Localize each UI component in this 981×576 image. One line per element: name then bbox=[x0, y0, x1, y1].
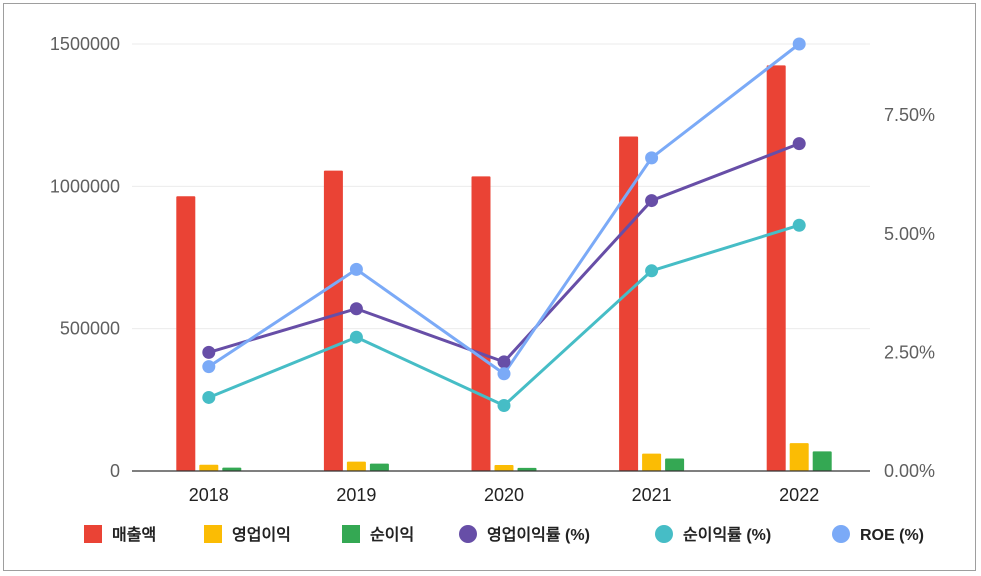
series-point bbox=[349, 302, 363, 316]
left-axis-ticks: 0 500000 1000000 1500000 bbox=[50, 34, 120, 481]
bar bbox=[323, 170, 343, 471]
series-point bbox=[645, 151, 659, 165]
bar-series bbox=[176, 65, 832, 471]
series-point bbox=[645, 264, 659, 278]
line-series bbox=[202, 37, 806, 413]
series-point bbox=[349, 262, 363, 276]
series-point bbox=[792, 137, 806, 151]
legend-label: ROE (%) bbox=[860, 527, 924, 544]
x-axis-ticks: 2018 2019 2020 2021 2022 bbox=[189, 485, 819, 505]
legend-label: 순이익 bbox=[370, 525, 414, 544]
series-point bbox=[349, 330, 363, 344]
series-point bbox=[202, 390, 216, 404]
bar bbox=[369, 463, 389, 471]
series-point bbox=[202, 345, 216, 359]
right-tick-label: 7.50% bbox=[884, 105, 935, 125]
bar bbox=[471, 176, 491, 471]
left-tick-label: 1500000 bbox=[50, 34, 120, 54]
right-axis-ticks: 0.00% 2.50% 5.00% 7.50% bbox=[884, 105, 935, 481]
right-tick-label: 2.50% bbox=[884, 342, 935, 362]
gridlines bbox=[132, 43, 870, 330]
legend-label: 순이익률 (%) bbox=[683, 525, 771, 544]
bar bbox=[766, 65, 786, 471]
x-tick-label: 2022 bbox=[779, 485, 819, 505]
left-tick-label: 1000000 bbox=[50, 176, 120, 196]
bar bbox=[619, 136, 639, 471]
bar bbox=[517, 467, 537, 471]
x-tick-label: 2021 bbox=[632, 485, 672, 505]
legend-swatch bbox=[832, 525, 850, 543]
bar bbox=[222, 467, 242, 471]
bar bbox=[642, 453, 662, 471]
bar bbox=[346, 461, 366, 471]
right-tick-label: 0.00% bbox=[884, 461, 935, 481]
series-point bbox=[497, 399, 511, 413]
x-tick-label: 2020 bbox=[484, 485, 524, 505]
bar bbox=[665, 458, 685, 471]
series-line bbox=[207, 42, 801, 376]
legend-label: 영업이익률 (%) bbox=[487, 525, 590, 544]
series-point bbox=[497, 355, 511, 369]
series-point bbox=[792, 37, 806, 51]
bar bbox=[494, 465, 514, 471]
x-tick-label: 2019 bbox=[336, 485, 376, 505]
left-tick-label: 500000 bbox=[60, 319, 120, 339]
legend-swatch bbox=[655, 525, 673, 543]
legend-label: 영업이익 bbox=[232, 525, 291, 544]
legend-label: 매출액 bbox=[112, 525, 156, 544]
bar bbox=[812, 451, 832, 471]
bar bbox=[176, 196, 196, 471]
series-point bbox=[202, 360, 216, 374]
legend-swatch bbox=[459, 525, 477, 543]
bar bbox=[199, 464, 219, 471]
legend-swatch bbox=[204, 525, 222, 543]
legend: 매출액 영업이익 순이익 영업이익률 (%) 순이익률 (%) ROE (%) bbox=[84, 525, 924, 544]
x-tick-label: 2018 bbox=[189, 485, 229, 505]
legend-swatch bbox=[342, 525, 360, 543]
left-tick-label: 0 bbox=[110, 461, 120, 481]
series-point bbox=[645, 194, 659, 208]
legend-swatch bbox=[84, 525, 102, 543]
bar bbox=[789, 443, 809, 471]
series-point bbox=[497, 367, 511, 381]
series-point bbox=[792, 218, 806, 232]
right-tick-label: 5.00% bbox=[884, 224, 935, 244]
